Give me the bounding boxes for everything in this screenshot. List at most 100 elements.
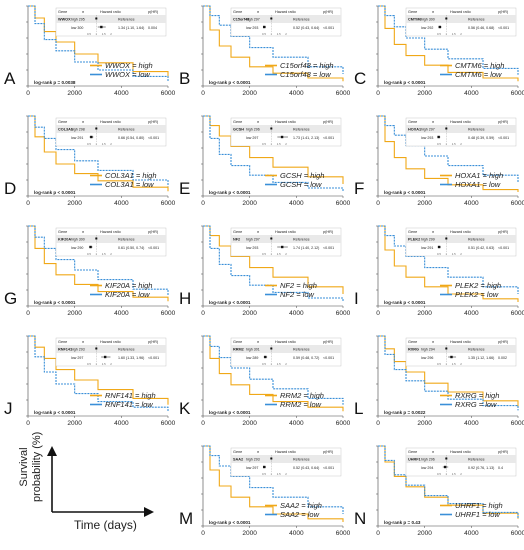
forest-gene: WWOX bbox=[58, 18, 71, 22]
forest-gene: RXRG bbox=[408, 348, 419, 352]
x-tick-label: 0 bbox=[26, 420, 30, 427]
forest-low-n: low 297 bbox=[246, 136, 258, 140]
x-tick-label: 6000 bbox=[161, 90, 176, 97]
figure-xlabel: Time (days) bbox=[74, 518, 137, 532]
forest-header-n: n bbox=[82, 120, 84, 124]
x-tick-label: 6000 bbox=[511, 90, 524, 97]
forest-ref-marker bbox=[445, 347, 448, 350]
forest-gene: SAA2 bbox=[233, 458, 243, 462]
panel-l: 0 2000 4000 6000 L log-rank p = 0.0022 RXRG = … bbox=[354, 335, 524, 427]
forest-header-gene: Gene bbox=[233, 450, 242, 454]
forest-tick: 1.5 bbox=[452, 32, 456, 36]
x-tick-label: 6000 bbox=[161, 420, 176, 427]
x-tick-label: 2000 bbox=[242, 310, 257, 317]
forest-hr-marker bbox=[281, 245, 284, 249]
forest-header-hr: Hazard ratio bbox=[275, 230, 296, 234]
x-tick-label: 2000 bbox=[242, 530, 257, 537]
km-curve-high bbox=[203, 445, 344, 522]
forest-low-n: low 297 bbox=[246, 466, 258, 470]
panel-d: 0 2000 4000 6000 D log-rank p < 0.0001 COL3A1 … bbox=[4, 115, 176, 207]
forest-header-n: n bbox=[432, 340, 434, 344]
km-curve-low bbox=[28, 335, 169, 412]
x-tick-label: 0 bbox=[26, 200, 30, 207]
forest-hr-marker bbox=[443, 465, 447, 469]
forest-tick: 1.5 bbox=[277, 472, 281, 476]
forest-high-n: high 297 bbox=[246, 18, 260, 22]
forest-tick: 2 bbox=[110, 252, 112, 256]
forest-p-value: <0.001 bbox=[323, 26, 334, 30]
forest-header-n: n bbox=[257, 10, 259, 14]
panel-letter: E bbox=[179, 179, 190, 198]
forest-header-hr: Hazard ratio bbox=[450, 10, 471, 14]
x-tick-label: 6000 bbox=[336, 530, 351, 537]
legend-label: RNF141 = low bbox=[105, 400, 153, 409]
forest-header-p: p(HR) bbox=[148, 230, 159, 234]
x-tick-label: 0 bbox=[376, 420, 380, 427]
x-tick-label: 2000 bbox=[67, 90, 82, 97]
x-tick-label: 4000 bbox=[289, 530, 304, 537]
x-tick-label: 4000 bbox=[289, 90, 304, 97]
forest-header-n: n bbox=[82, 10, 84, 14]
forest-header-gene: Gene bbox=[408, 10, 417, 14]
forest-gene: COL3A1 bbox=[58, 128, 73, 132]
km-curve-high bbox=[28, 5, 169, 78]
panel-letter: K bbox=[179, 399, 191, 418]
forest-tick: 1 bbox=[96, 362, 98, 366]
forest-tick: 0.5 bbox=[437, 362, 441, 366]
km-curve-high bbox=[378, 115, 519, 192]
legend-label: HOXA1 = low bbox=[455, 180, 501, 189]
x-tick-label: 2000 bbox=[417, 420, 432, 427]
forest-row-shade bbox=[231, 15, 341, 23]
forest-low-n: low 291 bbox=[71, 136, 83, 140]
forest-hr-marker bbox=[264, 355, 267, 359]
forest-hr-marker bbox=[263, 465, 266, 469]
panel-letter: H bbox=[179, 289, 191, 308]
x-tick-label: 6000 bbox=[511, 200, 524, 207]
forest-header-hr: Hazard ratio bbox=[100, 340, 121, 344]
forest-low-n: low 293 bbox=[246, 246, 258, 250]
forest-tick: 1.5 bbox=[452, 252, 456, 256]
forest-header-p: p(HR) bbox=[498, 340, 509, 344]
forest-p-value: <0.001 bbox=[498, 26, 509, 30]
panel-f: 0 2000 4000 6000 F log-rank p < 0.0001 HOXA1 =… bbox=[354, 115, 524, 207]
forest-header-p: p(HR) bbox=[498, 450, 509, 454]
forest-ref-marker bbox=[270, 17, 273, 20]
forest-high-n: high 296 bbox=[246, 128, 260, 132]
forest-high-n: high 295 bbox=[71, 18, 85, 22]
legend-label: GCSH = low bbox=[280, 180, 322, 189]
panel-letter: C bbox=[354, 69, 366, 88]
forest-tick: 1.5 bbox=[452, 142, 456, 146]
km-curve-low bbox=[378, 335, 519, 411]
logrank-text: log-rank p < 0.0001 bbox=[384, 80, 426, 85]
forest-tick: 0.5 bbox=[437, 142, 441, 146]
forest-tick: 1.5 bbox=[102, 32, 106, 36]
forest-row-shade bbox=[406, 15, 516, 23]
forest-hr-value: 1.74 (1.40, 2.12) bbox=[293, 246, 319, 250]
forest-header-p: p(HR) bbox=[323, 120, 334, 124]
forest-header-gene: Gene bbox=[58, 120, 67, 124]
forest-high-n: high 293 bbox=[246, 458, 260, 462]
forest-reference: Reference bbox=[118, 238, 135, 242]
forest-header-hr: Hazard ratio bbox=[100, 10, 121, 14]
x-tick-label: 2000 bbox=[242, 90, 257, 97]
x-tick-label: 6000 bbox=[511, 530, 524, 537]
forest-tick: 2 bbox=[285, 472, 287, 476]
forest-reference: Reference bbox=[468, 18, 485, 22]
km-curve-low bbox=[378, 225, 519, 294]
x-tick-label: 4000 bbox=[464, 200, 479, 207]
x-tick-label: 2000 bbox=[417, 310, 432, 317]
forest-ref-marker bbox=[445, 17, 448, 20]
x-tick-label: 0 bbox=[201, 90, 205, 97]
forest-p-value: 0.002 bbox=[498, 356, 507, 360]
forest-tick: 2 bbox=[460, 252, 462, 256]
forest-hr-value: 0.59 (0.48, 0.72) bbox=[293, 356, 319, 360]
forest-gene: GCSH bbox=[233, 128, 244, 132]
forest-low-n: low 296 bbox=[421, 356, 433, 360]
figure-axes-key bbox=[47, 446, 154, 517]
logrank-text: log-rank p < 0.0001 bbox=[209, 190, 251, 195]
forest-header-gene: Gene bbox=[408, 120, 417, 124]
forest-low-n: low 290 bbox=[71, 246, 83, 250]
y-arrow-head bbox=[47, 446, 57, 456]
km-curve-low bbox=[378, 445, 519, 518]
forest-header-hr: Hazard ratio bbox=[450, 230, 471, 234]
